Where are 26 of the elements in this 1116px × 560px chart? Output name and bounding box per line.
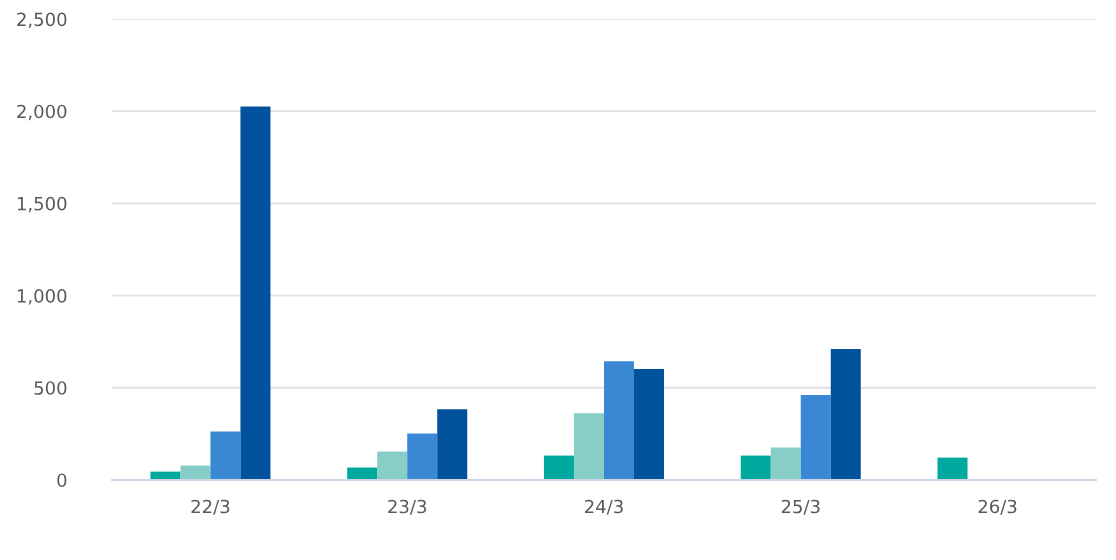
bar — [633, 369, 664, 480]
bar — [543, 455, 574, 480]
bar — [830, 349, 861, 480]
y-tick-label: 0 — [57, 473, 67, 488]
x-tick-label: 25/3 — [781, 499, 820, 515]
x-tick-label: 26/3 — [978, 499, 1017, 515]
bar — [210, 431, 241, 480]
y-tick-label: 2,500 — [17, 12, 67, 28]
bar — [240, 106, 271, 480]
bar — [770, 447, 801, 480]
y-tick-label: 1,500 — [17, 196, 67, 213]
y-tick-label: 500 — [34, 381, 67, 395]
bar — [740, 455, 771, 480]
bar — [573, 413, 604, 480]
bar — [603, 361, 634, 480]
bar — [407, 433, 438, 480]
y-tick-label: 2,000 — [17, 104, 67, 121]
bar — [180, 465, 211, 480]
x-tick-label: 24/3 — [585, 499, 623, 515]
x-tick-label: 22/3 — [191, 499, 230, 515]
bar — [937, 457, 968, 480]
bar — [437, 409, 468, 480]
x-tick-label: 23/3 — [388, 499, 427, 515]
y-tick-label: 1,000 — [17, 289, 67, 305]
bar — [377, 451, 408, 480]
bar — [800, 395, 831, 480]
